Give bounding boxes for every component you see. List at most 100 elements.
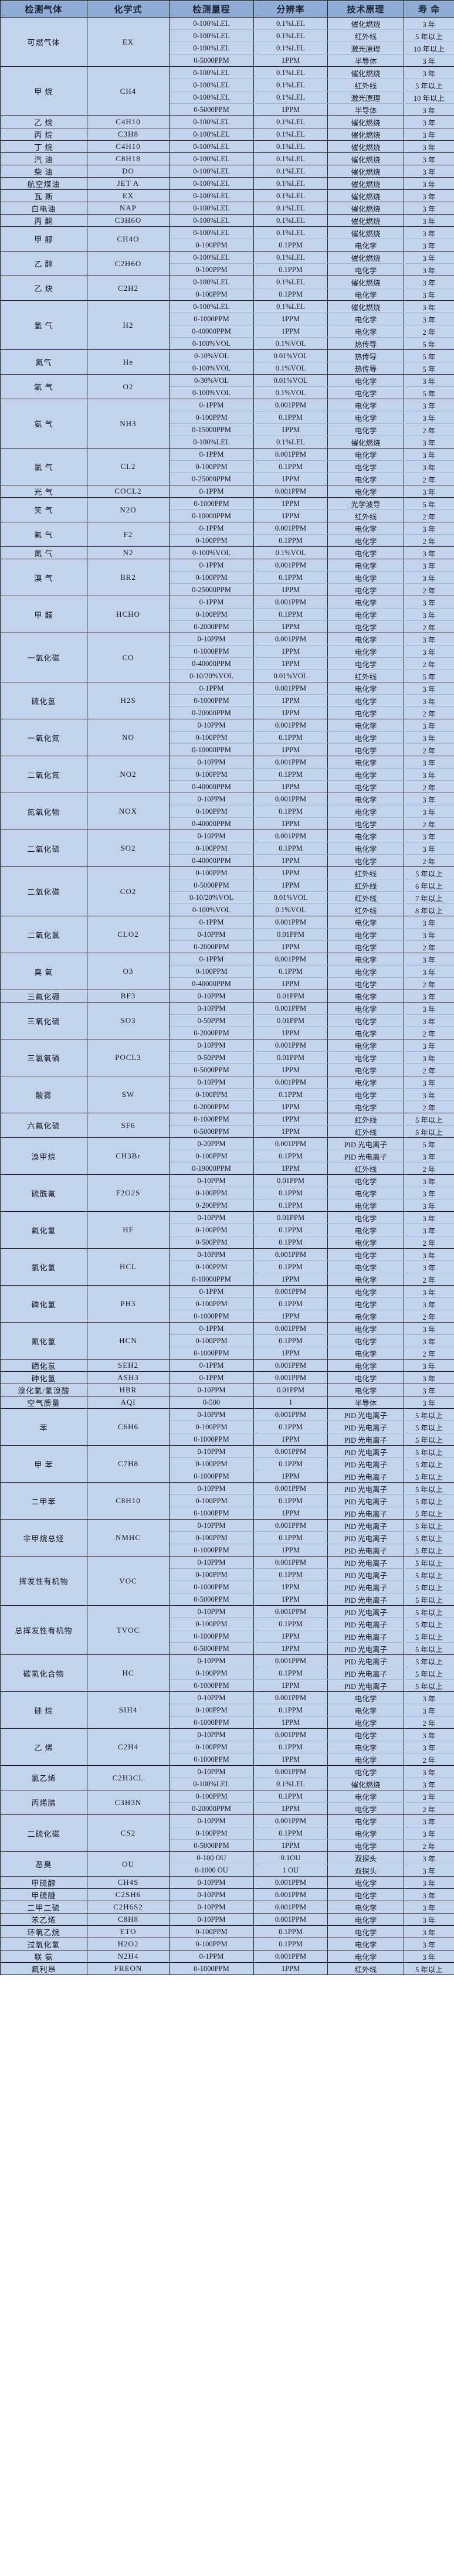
- cell-gas-name: 氦气: [0, 349, 87, 375]
- cell-technology: 催化燃烧: [327, 66, 404, 79]
- table-row: 0-1000PPM 1PPM 电化学 2 年: [1, 1347, 454, 1360]
- cell-lifetime: 3 年: [404, 436, 454, 448]
- cell-technology: 电化学: [327, 1063, 404, 1076]
- cell-lifetime: 3 年: [404, 768, 454, 781]
- table-row: 0-2000PPM 1PPM 电化学 2 年: [1, 940, 454, 953]
- cell-chemical-formula: C2H2: [87, 276, 170, 301]
- cell-resolution: 0.01%VOL: [253, 374, 328, 387]
- cell-resolution: 1PPM: [253, 1679, 328, 1692]
- cell-range: 0-5000PPM: [169, 1063, 254, 1076]
- cell-resolution: 0.001PPM: [253, 1654, 328, 1667]
- cell-lifetime: 2 年: [404, 1100, 454, 1113]
- cell-lifetime: 3 年: [404, 1814, 454, 1827]
- cell-resolution: 0.001PPM: [253, 1888, 328, 1901]
- cell-range: 0-10PPM: [169, 793, 254, 806]
- cell-lifetime: 3 年: [404, 1002, 454, 1015]
- table-row: 0-1000PPM 1PPM PID 光电离子 5 年以上: [1, 1544, 454, 1557]
- cell-technology: 电化学: [327, 522, 404, 535]
- cell-technology: 催化燃烧: [327, 251, 404, 264]
- cell-chemical-formula: SO3: [87, 1002, 170, 1039]
- cell-lifetime: 5 年以上: [404, 866, 454, 879]
- cell-technology: 红外线: [327, 79, 404, 91]
- cell-technology: 电化学: [327, 990, 404, 1002]
- cell-lifetime: 2 年: [404, 706, 454, 719]
- cell-lifetime: 2 年: [404, 1839, 454, 1852]
- cell-range: 0-100PPM: [169, 1925, 254, 1938]
- cell-range: 0-1000 OU: [169, 1864, 254, 1877]
- table-row: 0-100%VOL 0.1%VOL 电化学 5 年: [1, 386, 454, 399]
- cell-technology: 电化学: [327, 460, 404, 473]
- table-row: 0-40000PPM 1PPM 电化学 2 年: [1, 977, 454, 990]
- cell-resolution: 0.1%VOL: [253, 362, 328, 375]
- cell-lifetime: 3 年: [404, 128, 454, 141]
- cell-range: 0-10PPM: [169, 1888, 254, 1901]
- cell-range: 0-100%LEL: [169, 115, 254, 128]
- table-row: 二氧化氯 CLO2 0-1PPM 0.001PPM 电化学 3 年: [0, 916, 454, 953]
- column-header-lifetime: 寿 命: [404, 0, 454, 18]
- cell-resolution: 0.1PPM: [253, 1704, 328, 1717]
- cell-lifetime: 5 年以上: [404, 1420, 454, 1433]
- table-row: 苯乙烯 C8H8 0-10PPM 0.001PPM 电化学 3 年: [0, 1913, 454, 1926]
- cell-gas-name: 酸雾: [0, 1076, 87, 1113]
- table-row: 氧 气 O2 0-30%VOL 0.01%VOL 电化学 3 年: [0, 374, 454, 399]
- cell-lifetime: 5 年以上: [404, 79, 454, 91]
- table-row: 二氧化氮 NO2 0-10PPM 0.001PPM 电化学 3 年: [0, 756, 454, 793]
- cell-range: 0-100PPM: [169, 842, 254, 855]
- cell-lifetime: 3 年: [404, 1901, 454, 1914]
- cell-technology: 电化学: [327, 386, 404, 399]
- cell-range: 0-1000PPM: [169, 645, 254, 658]
- cell-range: 0-10PPM: [169, 1765, 254, 1778]
- cell-resolution: 1PPM: [253, 1642, 328, 1655]
- table-row: 0-1000PPM 1PPM PID 光电离子 5 年以上: [1, 1581, 454, 1593]
- cell-range: 0-1000PPM: [169, 1433, 254, 1446]
- cell-chemical-formula: CO: [87, 633, 170, 682]
- table-row: 臭 氧 O3 0-1PPM 0.001PPM 电化学 3 年: [0, 953, 454, 990]
- cell-lifetime: 2 年: [404, 1027, 454, 1039]
- table-row: 0-100%VOL 0.1%VOL 热传导 5 年: [1, 362, 454, 375]
- table-row: 0-1000PPM 1PPM PID 光电离子 5 年以上: [1, 1433, 454, 1446]
- table-row: 0-100PPM 0.1PPM PID 光电离子 5 年以上: [1, 1494, 454, 1507]
- table-row: 0-100%LEL 0.1%LEL 催化燃烧 3 年: [1, 1778, 454, 1790]
- cell-lifetime: 3 年: [404, 460, 454, 473]
- cell-lifetime: 3 年: [404, 559, 454, 572]
- table-row: 乙 炔 C2H2 0-100%LEL 0.1%LEL 催化燃烧 3 年: [0, 276, 454, 301]
- cell-gas-name: 氢 气: [0, 300, 87, 350]
- cell-lifetime: 3 年: [404, 1174, 454, 1187]
- cell-range: 0-1000PPM: [169, 1310, 254, 1323]
- table-row: 0-100PPM 0.1PPM 电化学 3 年: [1, 1297, 454, 1310]
- cell-lifetime: 3 年: [404, 1014, 454, 1027]
- cell-gas-name: 苯乙烯: [0, 1913, 87, 1926]
- cell-resolution: 1PPM: [253, 940, 328, 953]
- cell-resolution: 1PPM: [253, 1630, 328, 1643]
- cell-range: 0-10PPM: [169, 1408, 254, 1421]
- cell-lifetime: 2 年: [404, 325, 454, 338]
- cell-resolution: 0.1%LEL: [253, 79, 328, 91]
- cell-resolution: 0.001PPM: [253, 756, 328, 769]
- cell-technology: 电化学: [327, 1741, 404, 1753]
- cell-chemical-formula: O2: [87, 374, 170, 399]
- cell-range: 0-10PPM: [169, 633, 254, 645]
- cell-resolution: 0.1PPM: [253, 805, 328, 818]
- cell-lifetime: 2 年: [404, 1802, 454, 1815]
- cell-lifetime: 3 年: [404, 1384, 454, 1396]
- cell-technology: PID 光电离子: [327, 1667, 404, 1680]
- table-row: 0-100PPM 0.1PPM PID 光电离子 5 年以上: [1, 1420, 454, 1433]
- cell-chemical-formula: PH3: [87, 1285, 170, 1323]
- cell-lifetime: 3 年: [404, 571, 454, 584]
- cell-gas-name: 溴 气: [0, 559, 87, 596]
- table-row: 0-100PPM 0.1PPM PID 光电离子 3 年: [1, 1150, 454, 1163]
- cell-chemical-formula: H2S: [87, 682, 170, 719]
- cell-technology: 电化学: [327, 1371, 404, 1384]
- cell-range: 0-100%LEL: [169, 42, 254, 55]
- cell-range: 0-10PPM: [169, 1076, 254, 1089]
- cell-technology: 电化学: [327, 596, 404, 609]
- cell-resolution: 0.1PPM: [253, 1741, 328, 1753]
- cell-lifetime: 3 年: [404, 633, 454, 645]
- table-row: 二硫化碳 CS2 0-10PPM 0.001PPM 电化学 3 年: [0, 1814, 454, 1852]
- cell-lifetime: 3 年: [404, 1851, 454, 1864]
- cell-technology: 电化学: [327, 374, 404, 387]
- cell-resolution: 0.001PPM: [253, 953, 328, 966]
- cell-lifetime: 5 年以上: [404, 1113, 454, 1126]
- cell-lifetime: 3 年: [404, 1396, 454, 1409]
- cell-range: 0-1PPM: [169, 953, 254, 966]
